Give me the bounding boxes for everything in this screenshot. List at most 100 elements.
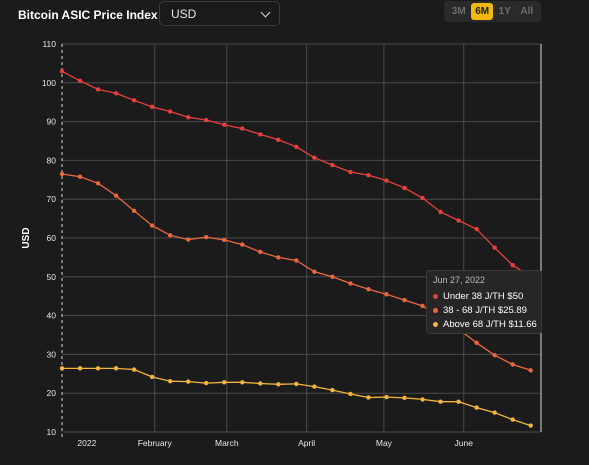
currency-select[interactable]: USD xyxy=(159,1,280,26)
data-point xyxy=(167,378,173,384)
data-point xyxy=(348,391,353,397)
range-3m-button[interactable]: 3M xyxy=(451,6,466,17)
data-point xyxy=(222,237,227,243)
data-point xyxy=(222,122,227,127)
data-point xyxy=(492,245,497,250)
data-point xyxy=(185,379,191,384)
y-tick-label: 110 xyxy=(42,39,56,49)
data-point xyxy=(474,226,479,232)
data-point xyxy=(402,395,407,401)
data-point xyxy=(59,171,65,177)
data-point xyxy=(492,410,497,415)
currency-select-value: USD xyxy=(171,7,197,21)
x-tick-label: May xyxy=(376,438,393,448)
series-line xyxy=(61,70,532,278)
data-point xyxy=(510,362,515,367)
tooltip-row-label: Under 38 J/TH $50 xyxy=(443,290,524,302)
data-point xyxy=(276,382,281,387)
data-point xyxy=(77,78,83,84)
data-point xyxy=(240,380,245,385)
data-point xyxy=(384,292,389,297)
data-point xyxy=(420,397,425,402)
tooltip-row-under38: Under 38 J/TH $50 xyxy=(433,289,535,303)
data-point xyxy=(438,399,443,404)
data-point xyxy=(474,405,479,410)
data-point xyxy=(204,235,209,240)
data-point xyxy=(59,366,65,371)
data-point xyxy=(240,126,245,131)
y-tick-label: 30 xyxy=(47,349,57,359)
y-tick-label: 100 xyxy=(42,78,56,88)
x-tick-label: March xyxy=(215,438,239,448)
data-point xyxy=(240,242,245,247)
y-tick-label: 60 xyxy=(47,233,57,243)
x-tick-label: 2022 xyxy=(77,438,96,448)
tooltip-row-mid: 38 - 68 J/TH $25.89 xyxy=(433,303,535,317)
data-point xyxy=(492,352,497,358)
data-point xyxy=(185,237,191,242)
data-point xyxy=(312,269,317,274)
series-dot-icon xyxy=(433,321,438,327)
range-6m-button[interactable]: 6M xyxy=(471,3,494,20)
data-point xyxy=(330,387,335,393)
data-point xyxy=(95,366,101,371)
y-tick-label: 10 xyxy=(47,427,57,437)
data-point xyxy=(204,117,209,123)
data-point xyxy=(402,185,407,191)
data-point xyxy=(294,258,299,263)
data-point xyxy=(402,297,407,303)
data-point xyxy=(366,287,371,292)
data-point xyxy=(384,394,389,400)
data-point xyxy=(258,381,263,386)
x-tick-label: February xyxy=(138,438,173,448)
data-point xyxy=(294,381,299,387)
data-point xyxy=(167,233,173,238)
data-point xyxy=(167,109,173,114)
data-point xyxy=(510,417,515,422)
data-point xyxy=(113,193,119,198)
data-point xyxy=(258,132,263,137)
y-tick-label: 20 xyxy=(47,388,57,398)
data-point xyxy=(420,195,425,201)
range-1y-button[interactable]: 1Y xyxy=(498,6,511,17)
data-point xyxy=(420,303,425,309)
tooltip-date: Jun 27, 2022 xyxy=(433,275,486,285)
x-tick-label: April xyxy=(298,438,315,448)
page-title: Bitcoin ASIC Price Index xyxy=(18,8,158,22)
data-point xyxy=(330,162,335,168)
y-axis-label: USD xyxy=(21,227,32,248)
data-point xyxy=(149,104,155,110)
y-tick-label: 70 xyxy=(47,194,57,204)
data-point xyxy=(276,255,281,260)
data-point xyxy=(95,181,101,186)
data-point xyxy=(77,366,83,371)
data-point xyxy=(204,380,209,386)
data-point xyxy=(149,223,155,228)
data-point xyxy=(366,395,371,400)
data-point xyxy=(113,366,119,371)
data-point xyxy=(294,144,299,150)
data-point xyxy=(222,380,227,385)
series-line xyxy=(62,367,531,427)
data-point xyxy=(258,249,263,255)
data-point xyxy=(384,178,389,183)
data-point xyxy=(131,367,137,372)
data-point xyxy=(312,155,317,160)
series-dot-icon xyxy=(433,293,438,299)
x-tick-label: June xyxy=(455,438,474,448)
y-tick-label: 90 xyxy=(47,117,57,127)
data-point xyxy=(510,262,515,268)
data-point xyxy=(276,137,281,143)
data-point xyxy=(348,169,353,175)
data-point xyxy=(113,91,119,96)
range-toggle: 3M 6M 1Y All xyxy=(444,1,541,22)
data-point xyxy=(456,399,461,404)
data-point xyxy=(131,208,137,214)
data-point xyxy=(77,174,83,179)
data-point xyxy=(348,281,353,286)
range-all-button[interactable]: All xyxy=(520,6,534,17)
y-tick-label: 50 xyxy=(47,272,57,282)
data-point xyxy=(456,218,461,223)
tooltip-row-label: 38 - 68 J/TH $25.89 xyxy=(443,304,527,316)
